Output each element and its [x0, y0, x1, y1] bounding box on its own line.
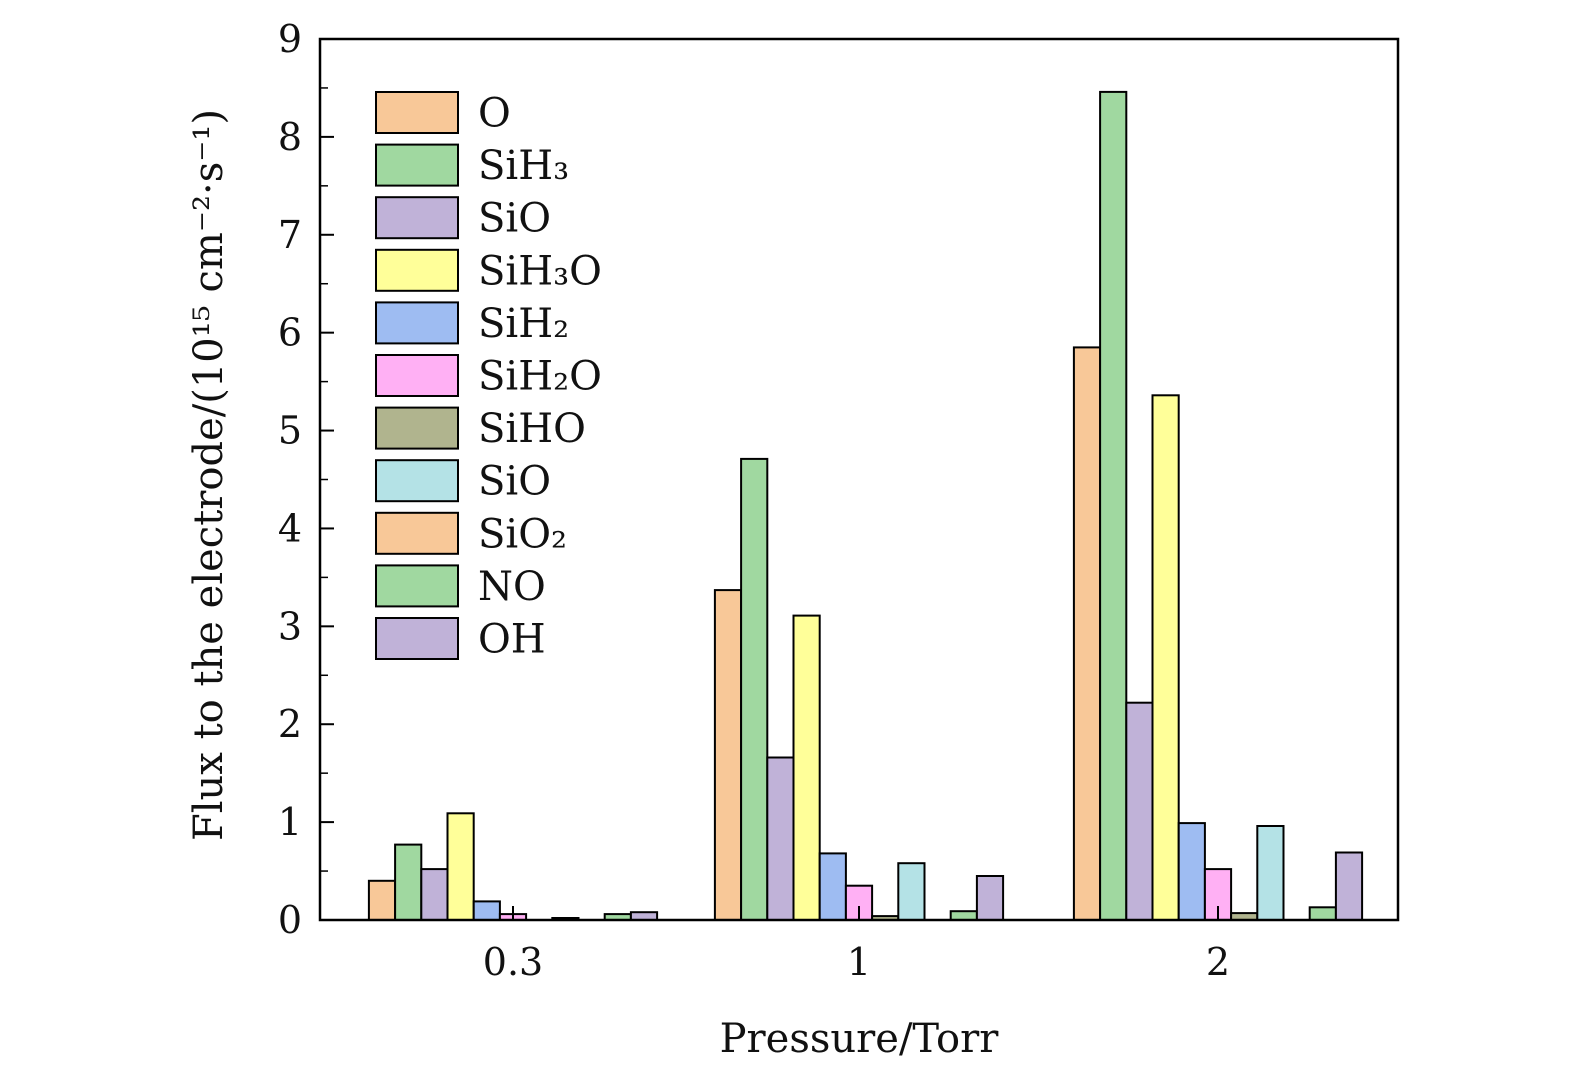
- bar-1-7: [897, 862, 926, 922]
- bars-layer: [367, 90, 1364, 922]
- legend-swatch-0: [375, 91, 459, 134]
- legend-swatch-10: [375, 617, 459, 660]
- legend-swatch-9: [375, 564, 459, 608]
- bar-1-3: [792, 614, 821, 921]
- legend-label-7: SiO: [478, 459, 551, 505]
- x-axis-title: Pressure/Torr: [720, 1016, 1000, 1062]
- bar-1-1: [740, 457, 769, 921]
- x-tick-label-0: 0.3: [483, 940, 543, 984]
- bar-0-1: [394, 843, 423, 921]
- bar-0-0: [367, 879, 397, 921]
- bar-1-4: [818, 852, 847, 922]
- y-tick-label-4: 4: [278, 506, 302, 550]
- legend-swatch-2: [375, 196, 459, 240]
- bar-2-7: [1256, 825, 1285, 921]
- y-tick-label-9: 9: [278, 17, 302, 61]
- bar-0-4: [472, 900, 501, 922]
- bar-0-3: [446, 812, 475, 921]
- legend-label-6: SiHO: [478, 406, 586, 452]
- y-tick-label-7: 7: [278, 213, 302, 257]
- bar-2-10: [1334, 851, 1364, 921]
- x-tick-label-1: 1: [847, 940, 871, 984]
- legend-label-4: SiH₂: [478, 301, 569, 347]
- y-tick-label-2: 2: [278, 702, 302, 746]
- legend-label-9: NO: [478, 564, 546, 610]
- bar-2-2: [1125, 701, 1154, 922]
- legend-swatch-3: [375, 248, 459, 292]
- legend-label-8: SiO₂: [478, 511, 567, 557]
- legend-swatch-6: [375, 406, 459, 450]
- legend-label-2: SiO: [478, 196, 551, 242]
- legend-label-0: O: [478, 91, 511, 137]
- y-tick-label-6: 6: [278, 311, 302, 355]
- legend-swatch-8: [375, 511, 459, 555]
- x-axis: 0.3 1 2: [483, 906, 1230, 984]
- legend-swatch-1: [375, 143, 459, 187]
- bar-2-1: [1099, 90, 1128, 921]
- bar-1-0: [713, 589, 743, 921]
- legend-label-5: SiH₂O: [478, 354, 602, 400]
- bar-1-2: [766, 756, 795, 921]
- y-tick-label-0: 0: [278, 898, 302, 942]
- bar-2-9: [1308, 906, 1337, 921]
- legend-label-1: SiH₃: [478, 143, 569, 189]
- y-axis: 0 1 2 3 4 5 6 7 8 9: [278, 17, 334, 942]
- legend-swatch-7: [375, 459, 459, 503]
- legend-swatch-4: [375, 301, 459, 345]
- legend-swatch-5: [375, 354, 459, 397]
- y-tick-label-1: 1: [278, 800, 302, 844]
- bar-1-9: [949, 910, 978, 922]
- y-tick-label-8: 8: [278, 115, 302, 159]
- y-tick-label-5: 5: [278, 409, 302, 453]
- bar-1-10: [975, 875, 1005, 921]
- bar-2-0: [1072, 346, 1102, 921]
- y-tick-label-3: 3: [278, 604, 302, 648]
- y-axis-title: Flux to the electrode/(10¹⁵ cm⁻²·s⁻¹): [186, 109, 232, 841]
- bar-2-3: [1151, 394, 1180, 921]
- bar-2-4: [1177, 822, 1206, 921]
- bar-0-2: [420, 868, 449, 921]
- legend: O SiH₃ SiO SiH₃O SiH₂ SiH₂O SiHO SiO SiO₂ NO OH: [375, 91, 602, 663]
- legend-label-10: OH: [478, 617, 546, 663]
- x-tick-label-2: 2: [1206, 940, 1230, 984]
- legend-label-3: SiH₃O: [478, 248, 602, 294]
